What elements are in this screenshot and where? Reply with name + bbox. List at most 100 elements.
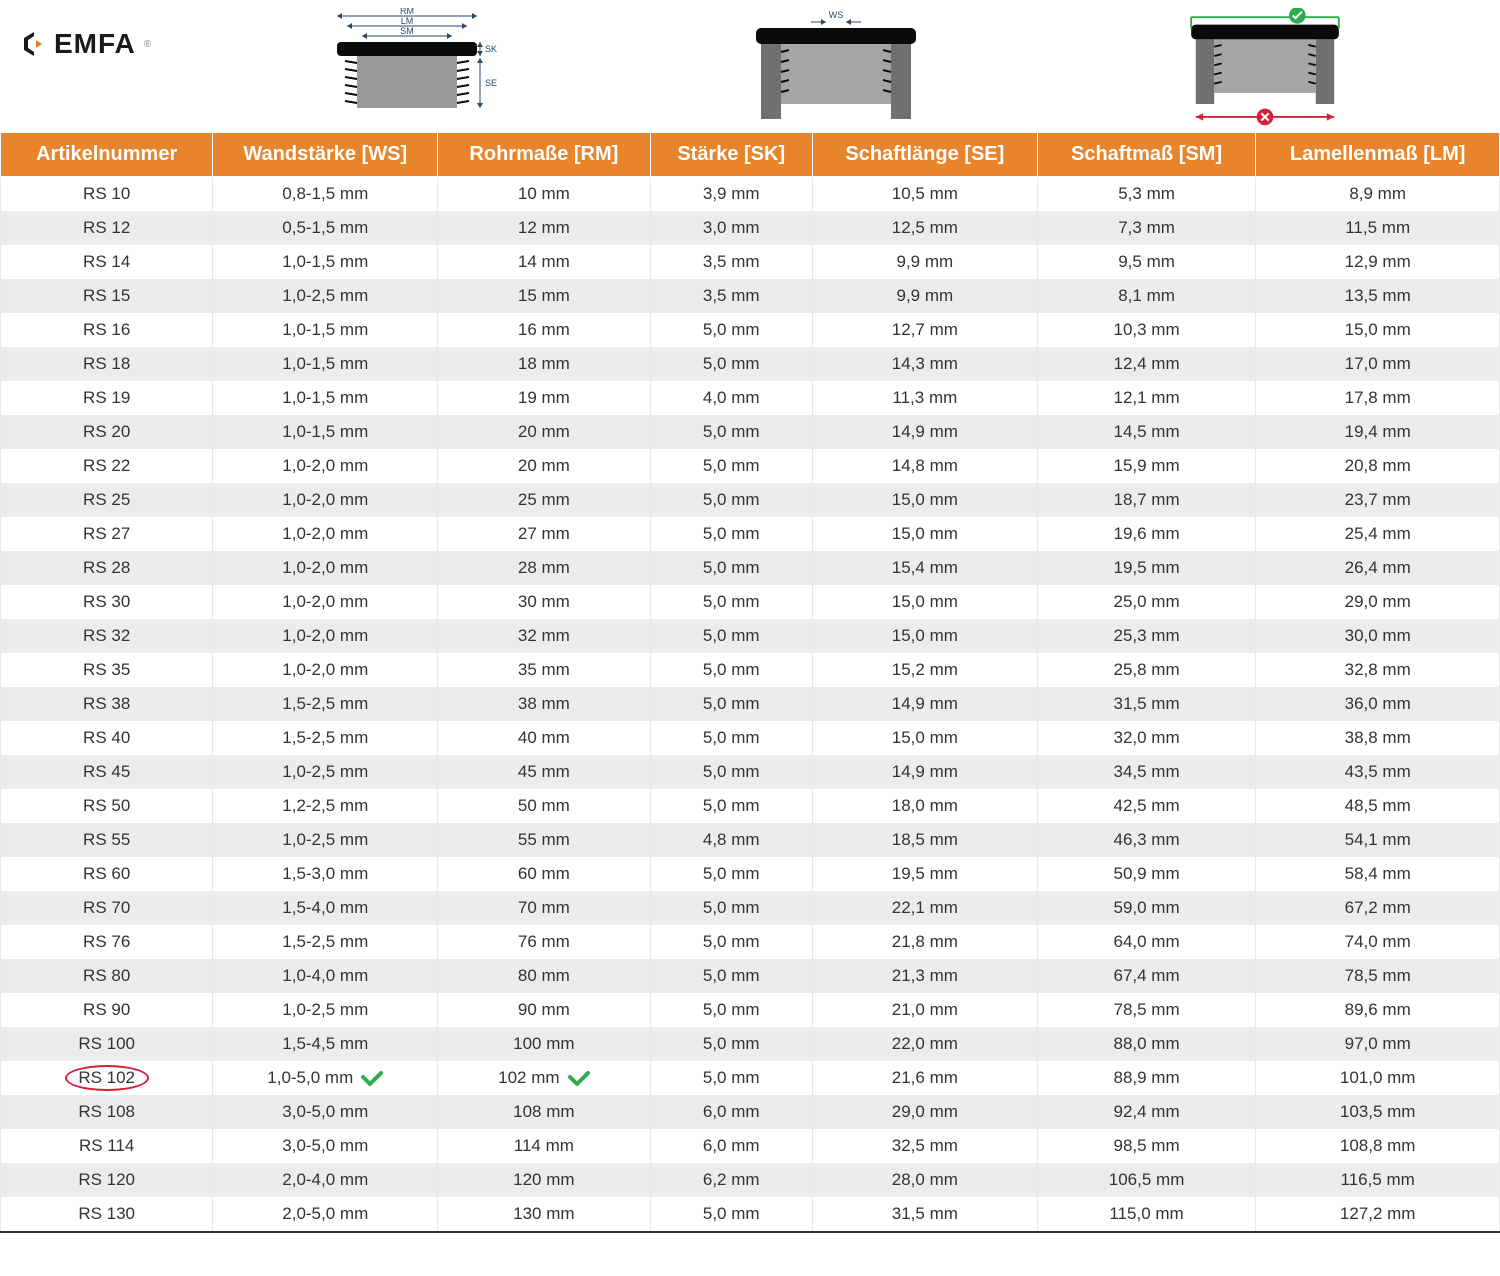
label-se: SE [485, 78, 497, 88]
table-cell: 80 mm [438, 959, 650, 993]
table-cell: 108 mm [438, 1095, 650, 1129]
table-cell: 45 mm [438, 755, 650, 789]
table-cell: RS 20 [1, 415, 213, 449]
column-header: Schaftlänge [SE] [812, 133, 1037, 177]
table-cell: 100 mm [438, 1027, 650, 1061]
table-cell: 1,0-2,5 mm [213, 755, 438, 789]
table-cell: 15,0 mm [812, 517, 1037, 551]
table-cell: 10 mm [438, 177, 650, 212]
table-row: RS 201,0-1,5 mm20 mm5,0 mm14,9 mm14,5 mm… [1, 415, 1500, 449]
table-cell: 70 mm [438, 891, 650, 925]
table-cell: 8,9 mm [1256, 177, 1500, 212]
table-cell: RS 90 [1, 993, 213, 1027]
brand-logo: EMFA® [20, 28, 152, 60]
table-cell: 14,9 mm [812, 415, 1037, 449]
table-cell: 16 mm [438, 313, 650, 347]
table-cell: 21,6 mm [812, 1061, 1037, 1095]
table-row: RS 181,0-1,5 mm18 mm5,0 mm14,3 mm12,4 mm… [1, 347, 1500, 381]
table-cell: 20,8 mm [1256, 449, 1500, 483]
table-cell: 43,5 mm [1256, 755, 1500, 789]
table-cell: 92,4 mm [1037, 1095, 1256, 1129]
table-cell: 1,0-5,0 mm [213, 1061, 438, 1095]
table-cell: 5,0 mm [650, 619, 812, 653]
diagram-wallthickness: WS [741, 8, 931, 128]
logo-icon [20, 30, 48, 58]
table-cell: 9,9 mm [812, 245, 1037, 279]
table-cell: 15,9 mm [1037, 449, 1256, 483]
table-cell: 27 mm [438, 517, 650, 551]
table-cell: 36,0 mm [1256, 687, 1500, 721]
table-cell: 22,0 mm [812, 1027, 1037, 1061]
table-cell: 114 mm [438, 1129, 650, 1163]
table-cell: 2,0-4,0 mm [213, 1163, 438, 1197]
table-cell: 1,0-2,5 mm [213, 279, 438, 313]
table-cell: RS 22 [1, 449, 213, 483]
table-body: RS 100,8-1,5 mm10 mm3,9 mm10,5 mm5,3 mm8… [1, 177, 1500, 1233]
table-cell: 5,0 mm [650, 585, 812, 619]
table-cell: 19 mm [438, 381, 650, 415]
table-row: RS 221,0-2,0 mm20 mm5,0 mm14,8 mm15,9 mm… [1, 449, 1500, 483]
table-cell: 3,9 mm [650, 177, 812, 212]
table-cell: RS 120 [1, 1163, 213, 1197]
table-cell: 5,3 mm [1037, 177, 1256, 212]
table-row: RS 401,5-2,5 mm40 mm5,0 mm15,0 mm32,0 mm… [1, 721, 1500, 755]
table-row: RS 161,0-1,5 mm16 mm5,0 mm12,7 mm10,3 mm… [1, 313, 1500, 347]
table-cell: RS 55 [1, 823, 213, 857]
table-cell: 1,2-2,5 mm [213, 789, 438, 823]
table-cell: RS 130 [1, 1197, 213, 1232]
table-cell: RS 32 [1, 619, 213, 653]
table-cell: 1,5-4,5 mm [213, 1027, 438, 1061]
table-cell: 3,0-5,0 mm [213, 1095, 438, 1129]
table-row: RS 761,5-2,5 mm76 mm5,0 mm21,8 mm64,0 mm… [1, 925, 1500, 959]
registered-mark: ® [144, 39, 152, 50]
table-cell: 25,4 mm [1256, 517, 1500, 551]
table-cell: 12,5 mm [812, 211, 1037, 245]
table-cell: 23,7 mm [1256, 483, 1500, 517]
table-cell: 4,8 mm [650, 823, 812, 857]
table-cell: 78,5 mm [1037, 993, 1256, 1027]
table-cell: 1,0-2,5 mm [213, 993, 438, 1027]
table-cell: 3,0-5,0 mm [213, 1129, 438, 1163]
table-cell: 0,5-1,5 mm [213, 211, 438, 245]
table-cell: 48,5 mm [1256, 789, 1500, 823]
table-cell: 1,0-1,5 mm [213, 381, 438, 415]
table-cell: 2,0-5,0 mm [213, 1197, 438, 1232]
table-cell: RS 102 [1, 1061, 213, 1095]
table-cell: 6,0 mm [650, 1095, 812, 1129]
table-cell: 15,0 mm [812, 585, 1037, 619]
table-cell: RS 80 [1, 959, 213, 993]
table-row: RS 321,0-2,0 mm32 mm5,0 mm15,0 mm25,3 mm… [1, 619, 1500, 653]
table-cell: 54,1 mm [1256, 823, 1500, 857]
table-cell: 1,5-3,0 mm [213, 857, 438, 891]
table-row: RS 141,0-1,5 mm14 mm3,5 mm9,9 mm9,5 mm12… [1, 245, 1500, 279]
table-row: RS 251,0-2,0 mm25 mm5,0 mm15,0 mm18,7 mm… [1, 483, 1500, 517]
table-cell: 5,0 mm [650, 449, 812, 483]
table-cell: 25,8 mm [1037, 653, 1256, 687]
table-cell: RS 14 [1, 245, 213, 279]
table-cell: 5,0 mm [650, 891, 812, 925]
table-cell: 106,5 mm [1037, 1163, 1256, 1197]
table-header: ArtikelnummerWandstärke [WS]Rohrmaße [RM… [1, 133, 1500, 177]
table-row: RS 281,0-2,0 mm28 mm5,0 mm15,4 mm19,5 mm… [1, 551, 1500, 585]
table-cell: 1,0-2,0 mm [213, 653, 438, 687]
table-cell: 18 mm [438, 347, 650, 381]
table-cell: 11,3 mm [812, 381, 1037, 415]
table-cell: 1,0-1,5 mm [213, 347, 438, 381]
table-cell: 19,5 mm [1037, 551, 1256, 585]
table-cell: 12 mm [438, 211, 650, 245]
column-header: Schaftmaß [SM] [1037, 133, 1256, 177]
table-cell: 127,2 mm [1256, 1197, 1500, 1232]
table-cell: 6,0 mm [650, 1129, 812, 1163]
table-row: RS 191,0-1,5 mm19 mm4,0 mm11,3 mm12,1 mm… [1, 381, 1500, 415]
table-row: RS 601,5-3,0 mm60 mm5,0 mm19,5 mm50,9 mm… [1, 857, 1500, 891]
table-cell: RS 27 [1, 517, 213, 551]
table-cell: 98,5 mm [1037, 1129, 1256, 1163]
table-cell: 20 mm [438, 449, 650, 483]
table-cell: 26,4 mm [1256, 551, 1500, 585]
table-cell: 1,0-1,5 mm [213, 313, 438, 347]
table-cell: 5,0 mm [650, 857, 812, 891]
table-cell: 4,0 mm [650, 381, 812, 415]
table-cell: 15,0 mm [1256, 313, 1500, 347]
table-cell: 15,0 mm [812, 619, 1037, 653]
table-cell: 31,5 mm [1037, 687, 1256, 721]
